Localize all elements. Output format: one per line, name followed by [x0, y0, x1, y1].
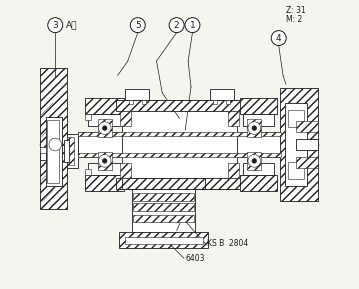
Bar [296, 158, 318, 168]
Bar [142, 100, 146, 104]
Text: 6403: 6403 [185, 254, 205, 263]
Bar [247, 152, 261, 171]
Bar [98, 152, 112, 171]
Bar [116, 177, 243, 189]
Bar [85, 99, 124, 114]
Bar [85, 169, 90, 175]
Circle shape [248, 155, 261, 167]
Bar [225, 100, 229, 104]
Bar [129, 100, 133, 104]
Bar [288, 110, 304, 127]
Bar [243, 114, 274, 126]
Bar [120, 163, 131, 177]
Circle shape [49, 138, 62, 151]
Text: KS B  2804: KS B 2804 [207, 239, 248, 248]
Bar [296, 139, 318, 150]
Bar [247, 118, 261, 137]
Circle shape [252, 126, 257, 130]
Bar [78, 153, 281, 157]
Text: A형: A형 [66, 21, 78, 30]
Text: Z: 31: Z: 31 [286, 6, 306, 15]
Bar [98, 118, 112, 137]
Bar [213, 100, 216, 104]
Text: 2: 2 [174, 21, 180, 30]
Bar [119, 232, 208, 248]
Bar [78, 132, 281, 136]
Text: 5: 5 [135, 21, 141, 30]
Bar [88, 163, 121, 175]
Bar [40, 147, 46, 153]
Bar [125, 89, 149, 100]
Text: M: 2: M: 2 [286, 15, 302, 24]
Text: 4: 4 [276, 34, 281, 42]
Bar [47, 120, 59, 183]
Circle shape [271, 31, 286, 46]
Circle shape [48, 18, 63, 33]
Text: 1: 1 [190, 21, 195, 30]
Circle shape [102, 159, 107, 163]
Circle shape [98, 155, 111, 167]
Bar [134, 193, 194, 201]
Bar [46, 117, 62, 186]
Circle shape [252, 159, 257, 163]
Bar [40, 147, 46, 160]
Bar [85, 114, 90, 120]
Circle shape [169, 18, 184, 33]
Bar [285, 103, 307, 186]
Bar [280, 88, 318, 201]
Bar [78, 132, 281, 157]
Bar [122, 177, 205, 189]
Bar [134, 203, 194, 211]
Bar [228, 112, 239, 126]
Bar [240, 99, 277, 114]
Bar [134, 215, 194, 222]
Circle shape [130, 18, 145, 33]
Bar [67, 137, 74, 165]
Bar [88, 114, 121, 126]
Bar [120, 112, 131, 126]
Text: 3: 3 [52, 21, 58, 30]
Bar [240, 175, 277, 190]
Bar [132, 189, 195, 234]
Circle shape [185, 18, 200, 33]
Bar [64, 140, 69, 162]
Bar [210, 89, 234, 100]
Bar [125, 236, 202, 244]
Bar [243, 163, 274, 175]
Circle shape [98, 122, 111, 134]
Bar [228, 163, 239, 177]
Bar [116, 100, 243, 112]
Circle shape [102, 126, 107, 130]
Bar [288, 162, 304, 179]
Bar [296, 121, 318, 131]
Bar [67, 134, 78, 168]
Bar [122, 100, 237, 189]
Bar [85, 175, 124, 190]
Bar [40, 68, 67, 209]
Circle shape [248, 122, 261, 134]
